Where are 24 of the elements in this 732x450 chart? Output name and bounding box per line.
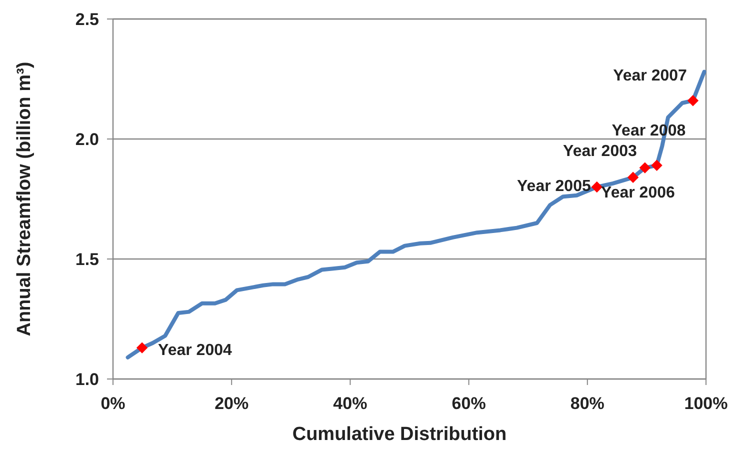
y-tick-label: 1.5 — [75, 250, 99, 269]
point — [627, 172, 639, 183]
annotation: Year 2006 — [601, 184, 676, 202]
point — [687, 95, 699, 106]
annotation: Year 2007 — [613, 68, 688, 85]
y-tick-label: 2.5 — [75, 10, 99, 29]
annotation: Year 2004 — [158, 342, 232, 359]
y-tick-label: 1.0 — [75, 370, 99, 389]
x-tick-label: 0% — [100, 394, 126, 413]
x-tick-label: 20% — [214, 394, 249, 413]
x-tick-label: 40% — [333, 394, 368, 413]
y-tick-label: 2.0 — [75, 130, 99, 149]
annotation: Year 2005 — [517, 178, 591, 195]
line-series — [126, 70, 706, 360]
point — [136, 342, 148, 354]
y-axis-title: Annual Streamflow (billion m³) — [14, 62, 35, 336]
x-tick-label: 60% — [452, 394, 486, 413]
annotation: Year 2003 — [563, 142, 638, 160]
point — [591, 181, 602, 193]
point — [651, 160, 662, 171]
x-tick-label: 100% — [684, 394, 728, 413]
x-axis-title: Cumulative Distribution — [292, 424, 507, 445]
point — [639, 162, 651, 174]
x-tick-label: 80% — [570, 394, 604, 413]
